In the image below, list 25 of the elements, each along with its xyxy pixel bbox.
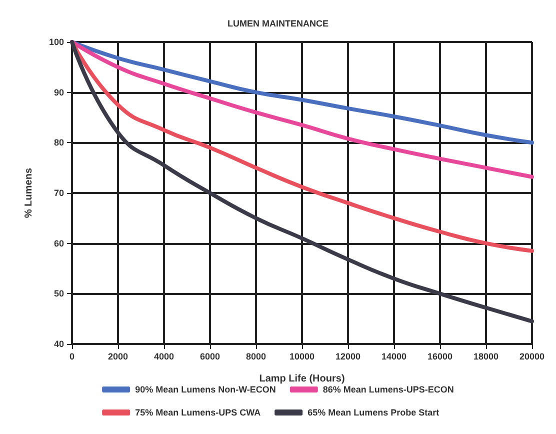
legend-label: 86% Mean Lumens-UPS-ECON [322, 384, 454, 394]
legend-label: 65% Mean Lumens Probe Start [308, 408, 440, 418]
legend-label: 75% Mean Lumens-UPS CWA [135, 408, 262, 418]
x-tick-label: 12000 [335, 352, 361, 362]
x-tick-label: 10000 [289, 352, 315, 362]
y-tick-label: 50 [54, 288, 64, 299]
x-tick-label: 0 [69, 352, 75, 362]
y-tick-label: 60 [54, 238, 64, 248]
x-tick-label: 20000 [519, 352, 545, 362]
x-tick-label: 6000 [200, 352, 220, 362]
y-tick-label: 40 [54, 339, 64, 349]
y-tick-label: 80 [54, 138, 64, 148]
chart-title: LUMEN MAINTENANCE [228, 18, 328, 28]
x-tick-label: 8000 [246, 352, 266, 362]
x-tick-label: 14000 [381, 352, 407, 362]
x-tick-label: 4000 [154, 352, 174, 362]
x-tick-label: 16000 [427, 352, 453, 362]
y-tick-label: 70 [54, 188, 64, 198]
y-tick-label: 100 [48, 37, 64, 47]
x-tick-label: 18000 [473, 352, 499, 362]
y-axis-title: % Lumens [24, 168, 34, 218]
x-axis-title: Lamp Life (Hours) [259, 374, 345, 384]
legend-label: 90% Mean Lumens Non-W-ECON [135, 384, 276, 394]
x-tick-label: 2000 [108, 352, 128, 362]
y-tick-label: 90 [54, 87, 64, 98]
